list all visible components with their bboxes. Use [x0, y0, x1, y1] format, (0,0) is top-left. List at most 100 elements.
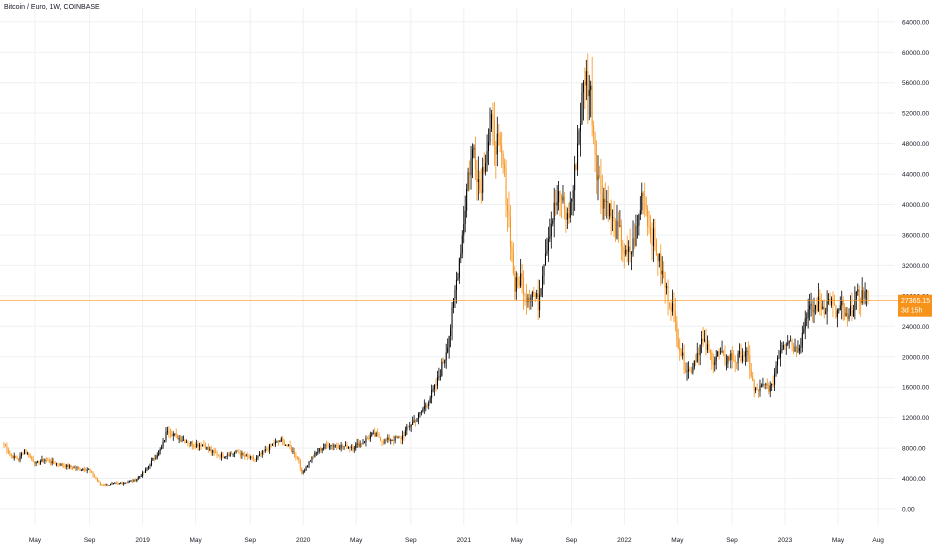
candle-body [117, 483, 119, 485]
candle-body [787, 343, 789, 345]
candle-body [857, 289, 859, 292]
candle-body [85, 470, 87, 472]
candle-body [626, 249, 628, 253]
candle-body [721, 351, 723, 352]
candle-body [488, 141, 490, 152]
candle-body [380, 437, 382, 441]
candle-body [110, 483, 112, 486]
candle-body [428, 402, 430, 406]
candle-body [47, 459, 49, 461]
candle-body [431, 390, 433, 398]
candle-body [636, 225, 638, 227]
candle-body [698, 353, 700, 356]
candle-body [166, 431, 168, 432]
candle-body [803, 328, 805, 333]
candle-body [546, 250, 548, 254]
candle-body [810, 303, 812, 306]
candle-body [496, 133, 498, 155]
candle-body [457, 277, 459, 280]
candle-body [177, 434, 179, 440]
candle-body [333, 445, 335, 447]
candle-body [517, 277, 519, 281]
candle-body [699, 344, 701, 356]
candle-body [615, 221, 617, 239]
candle-body [798, 347, 800, 351]
candle-body [734, 359, 736, 363]
candle-body [334, 445, 336, 447]
candle-body [183, 439, 185, 441]
candle-body [44, 459, 46, 462]
candle-body [587, 71, 589, 97]
candle-body [714, 360, 716, 365]
candle-body [829, 298, 831, 305]
candle-body [32, 458, 34, 462]
candle-body [835, 305, 837, 318]
candle-body [588, 89, 590, 97]
candle-body [285, 444, 287, 446]
candle-body [854, 299, 856, 311]
candle-body [175, 433, 177, 435]
candle-body [807, 309, 809, 318]
candle-body [756, 387, 758, 390]
candle-body [199, 444, 201, 447]
candle-body [298, 457, 300, 461]
candle-body [439, 375, 441, 377]
candle-body [690, 370, 692, 373]
candle-body [121, 483, 123, 485]
candle-body [775, 365, 777, 374]
candle-body [393, 439, 395, 441]
candle-body [685, 369, 687, 372]
candle-body [426, 405, 428, 407]
candle-body [292, 451, 294, 452]
candle-body [795, 346, 797, 352]
candle-body [724, 353, 726, 364]
candle-body [533, 292, 535, 295]
candle-body [35, 461, 37, 464]
candle-body [686, 371, 688, 373]
candle-body [415, 420, 417, 422]
candle-body [849, 305, 851, 315]
candle-body [248, 456, 250, 459]
x-tick-label: 2019 [135, 537, 150, 544]
x-tick-label: May [671, 537, 684, 544]
candle-body [168, 431, 170, 434]
candle-body [250, 456, 252, 459]
candle-body [708, 344, 710, 350]
candle-body [744, 351, 746, 357]
candle-body [674, 310, 676, 323]
candle-body [328, 446, 330, 448]
candle-body [358, 443, 360, 447]
x-tick-label: Aug [872, 537, 884, 544]
candle-body [663, 270, 665, 279]
y-tick-label: 36000.00 [902, 232, 929, 239]
candle-body [521, 273, 523, 278]
candle-body [67, 464, 69, 468]
candle-body [260, 453, 262, 455]
candle-body [689, 369, 691, 371]
candle-body [404, 430, 406, 437]
candle-body [781, 348, 783, 351]
candle-body [423, 406, 425, 410]
candle-body [711, 352, 713, 364]
candle-body [51, 460, 53, 464]
candle-body [528, 297, 530, 302]
candle-body [89, 468, 91, 471]
candle-body [469, 172, 471, 176]
candle-body [239, 453, 241, 456]
candle-body [382, 441, 384, 444]
candle-body [111, 483, 113, 485]
candle-body [715, 356, 717, 361]
candle-body [505, 168, 507, 206]
candle-body [706, 344, 708, 350]
candle-body [237, 450, 239, 452]
candle-body [442, 361, 444, 364]
candle-body [115, 483, 117, 485]
candle-body [422, 409, 424, 412]
candle-body [257, 455, 259, 458]
candle-body [565, 209, 567, 220]
candle-body [403, 435, 405, 437]
candle-body [416, 418, 418, 422]
candle-body [346, 444, 348, 449]
candle-body [664, 278, 666, 289]
